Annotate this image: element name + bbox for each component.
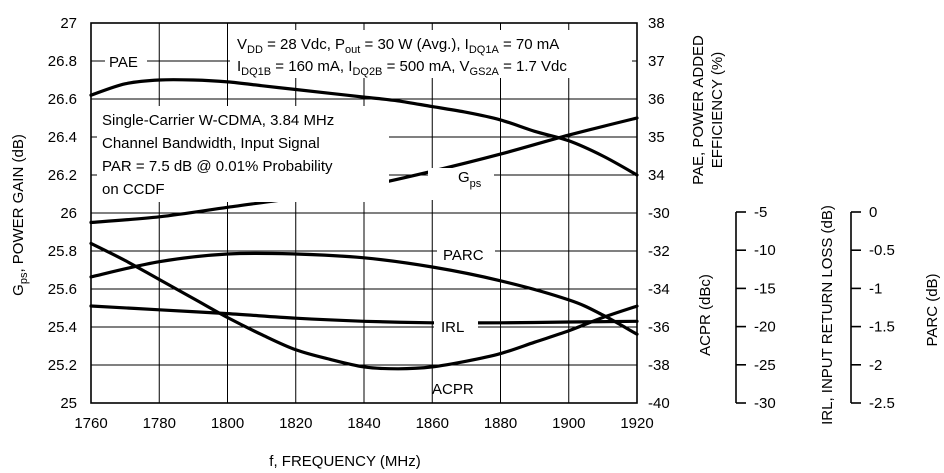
conditions-line1: VDD = 28 Vdc, Pout = 30 W (Avg.), IDQ1A … [237, 36, 559, 56]
irl-tick-label: -10 [754, 242, 776, 259]
auxiliary-axes: -30 -25 -20 -15 -10 -5 -2.5 -2 -1.5 -1 -0.5 0 [735, 204, 895, 412]
acpr-tick-label: -30 [648, 205, 670, 222]
gps-label-backdrop [428, 168, 494, 200]
pae-axis-title-line2: EFFICIENCY (%) [709, 52, 726, 168]
gain-tick-label: 27 [60, 15, 77, 32]
parc-tick-label: 0 [869, 204, 877, 221]
signal-note-line3: PAR = 7.5 dB @ 0.01% Probability [102, 158, 333, 175]
irl-tick-label: -30 [754, 395, 776, 412]
signal-note-line2: Channel Bandwidth, Input Signal [102, 135, 320, 152]
pae-tick-label: 37 [648, 53, 665, 70]
x-tick-label: 1820 [279, 415, 312, 432]
x-tick-label: 1760 [74, 415, 107, 432]
series-line-irl [89, 304, 639, 325]
x-tick-label: 1780 [143, 415, 176, 432]
gain-tick-label: 25.8 [48, 243, 77, 260]
x-tick-label: 1920 [620, 415, 653, 432]
signal-note-line1: Single-Carrier W-CDMA, 3.84 MHz [102, 112, 334, 129]
parc-tick-label: -0.5 [869, 242, 895, 259]
irl-tick-label: -5 [754, 204, 767, 221]
series-line-parc [89, 251, 639, 336]
series-label-parc: PARC [443, 247, 484, 264]
series-label-gps: Gps [458, 169, 482, 190]
conditions-line2: IDQ1B = 160 mA, IDQ2B = 500 mA, VGS2A = … [237, 58, 567, 78]
irl-axis-title: IRL, INPUT RETURN LOSS (dB) [819, 205, 836, 425]
gain-tick-label: 26.6 [48, 91, 77, 108]
series-label-pae: PAE [109, 54, 138, 71]
gain-tick-label: 26 [60, 205, 77, 222]
gain-tick-label: 26.2 [48, 167, 77, 184]
parc-tick-label: -1.5 [869, 319, 895, 336]
irl-label-backdrop [434, 316, 478, 338]
parc-tick-label: -2.5 [869, 395, 895, 412]
left-axis-title: Gps, POWER GAIN (dB) [10, 134, 30, 296]
pae-tick-label: 35 [648, 129, 665, 146]
pae-tick-label: 36 [648, 91, 665, 108]
x-tick-label: 1860 [416, 415, 449, 432]
irl-tick-label: -25 [754, 357, 776, 374]
signal-note-line4: on CCDF [102, 181, 165, 198]
pae-tick-label: 38 [648, 15, 665, 32]
x-axis-title: f, FREQUENCY (MHz) [269, 453, 420, 470]
acpr-tick-label: -40 [648, 395, 670, 412]
gain-tick-label: 26.4 [48, 129, 77, 146]
series-label-irl: IRL [441, 319, 464, 336]
x-tick-label: 1900 [552, 415, 585, 432]
acpr-tick-label: -38 [648, 357, 670, 374]
gain-tick-label: 25 [60, 395, 77, 412]
parc-axis-title: PARC (dB) [924, 273, 941, 346]
pae-label-backdrop [105, 52, 147, 72]
irl-tick-label: -20 [754, 319, 776, 336]
gain-tick-label: 25.6 [48, 281, 77, 298]
series-line-acpr [89, 241, 639, 371]
parc-label-backdrop [437, 244, 495, 266]
gain-tick-label: 25.4 [48, 319, 77, 336]
tick-labels: 1760 1780 1800 1820 1840 1860 1880 1900 1920 25 25… [48, 15, 670, 432]
parc-tick-label: -1 [869, 280, 882, 297]
series-line-pae [89, 78, 639, 177]
pae-axis-title-line1: PAE, POWER ADDED [690, 35, 707, 185]
parc-tick-label: -2 [869, 357, 882, 374]
plot-frame [90, 22, 638, 404]
pae-tick-label: 34 [648, 167, 665, 184]
x-tick-label: 1880 [484, 415, 517, 432]
x-tick-label: 1800 [211, 415, 244, 432]
acpr-tick-label: -36 [648, 319, 670, 336]
x-tick-label: 1840 [347, 415, 380, 432]
conditions-backdrop [230, 30, 632, 78]
acpr-tick-label: -32 [648, 243, 670, 260]
irl-tick-label: -15 [754, 280, 776, 297]
acpr-tick-label: -34 [648, 281, 670, 298]
gain-tick-label: 26.8 [48, 53, 77, 70]
gain-tick-label: 25.2 [48, 357, 77, 374]
acpr-axis-title: ACPR (dBc) [697, 274, 714, 356]
signal-note-backdrop [97, 106, 389, 202]
series-label-acpr: ACPR [432, 381, 474, 398]
